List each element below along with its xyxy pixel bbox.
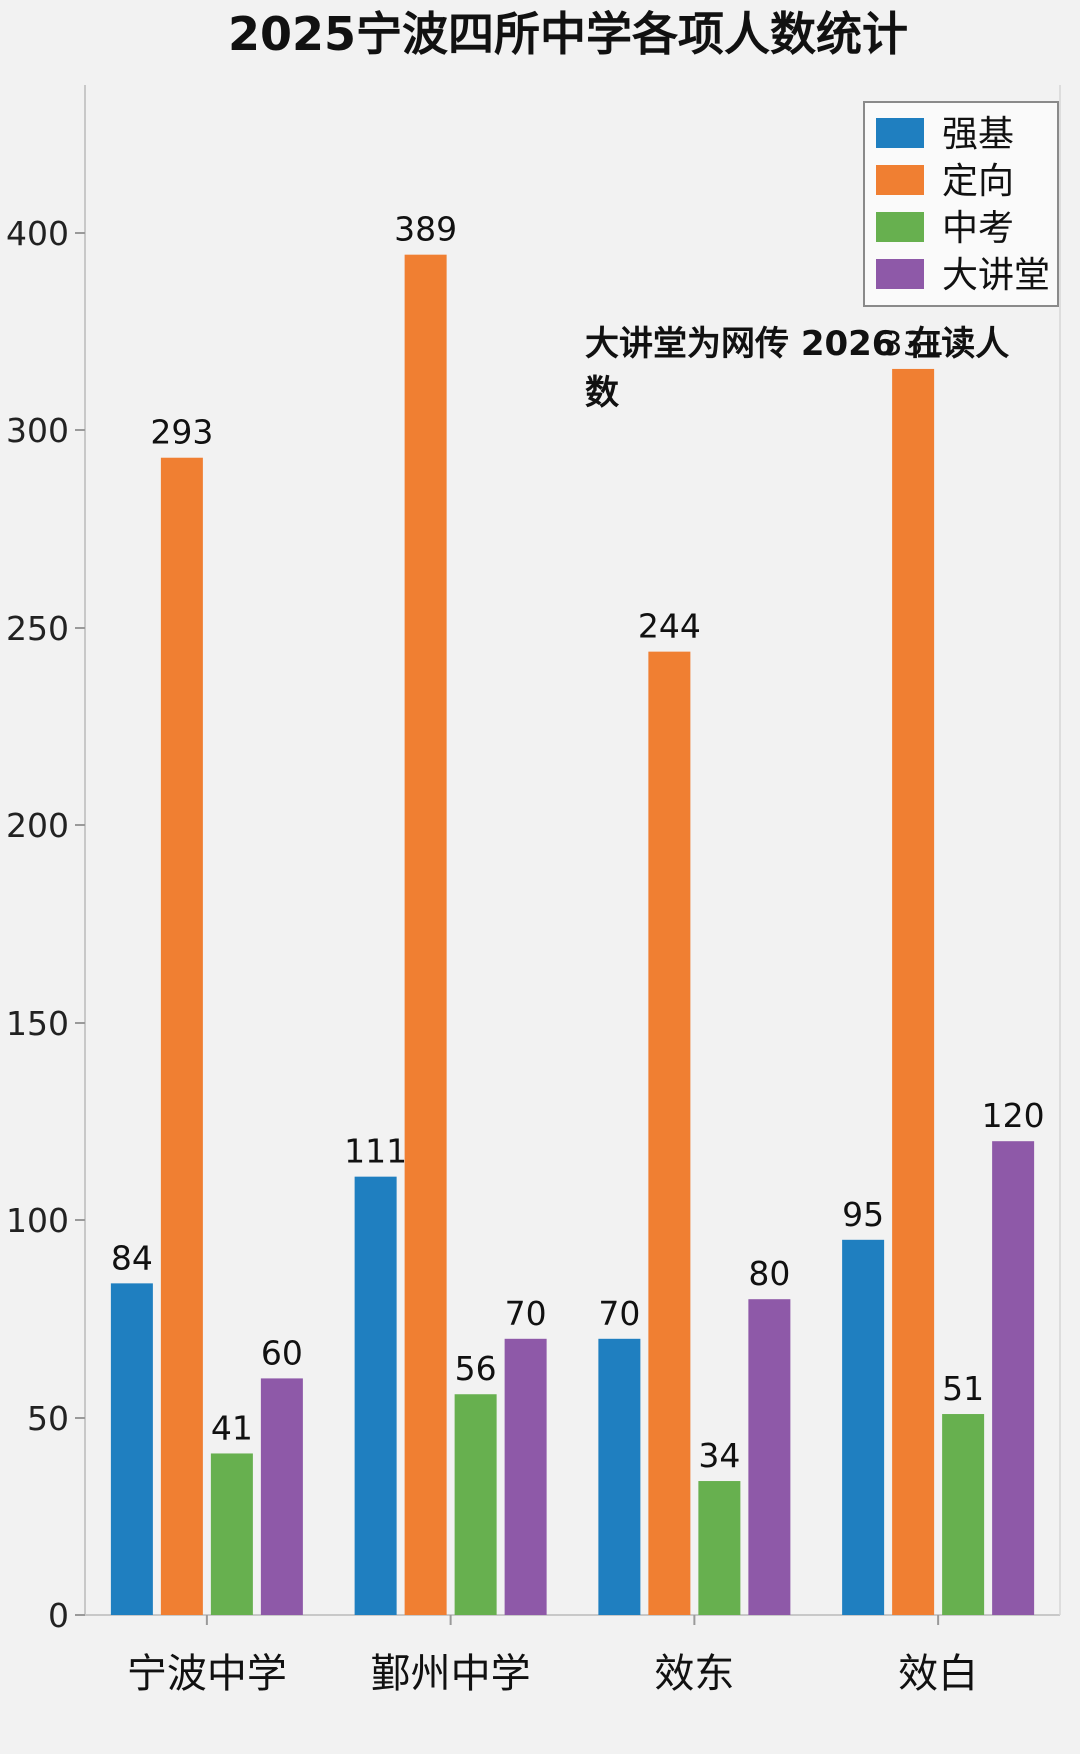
y-tick-label: 150 [6, 1004, 69, 1043]
data-label: 41 [211, 1408, 253, 1447]
bar [260, 1378, 303, 1615]
bar [454, 1394, 497, 1615]
legend-label: 大讲堂 [942, 255, 1050, 296]
bar [210, 1453, 253, 1615]
data-label: 70 [598, 1294, 640, 1333]
bar [598, 1338, 641, 1615]
data-label: 70 [505, 1294, 547, 1333]
bar [698, 1481, 741, 1615]
bar [404, 254, 447, 1615]
data-label: 60 [261, 1333, 303, 1372]
legend-swatch [876, 259, 924, 289]
bars-layer [110, 254, 1035, 1616]
legend-label: 中考 [942, 208, 1014, 249]
bar [110, 1283, 153, 1615]
bar [992, 1141, 1035, 1615]
y-tick-label: 250 [6, 609, 69, 648]
legend-label: 定向 [942, 161, 1014, 202]
data-label: 120 [982, 1096, 1045, 1135]
y-tick-label: 0 [48, 1596, 69, 1635]
y-tick-label: 50 [27, 1399, 69, 1438]
data-label: 331 [882, 324, 945, 363]
y-tick-label: 300 [6, 411, 69, 450]
axis-layer: 0 50 100 150 200 250 300 400 宁波中学 鄞州中学 效东 效白 [6, 85, 1061, 1697]
data-label: 84 [111, 1238, 153, 1277]
annotation-line: 大讲堂为网传 2026 在读人 [585, 324, 1009, 364]
chart-title: 2025宁波四所中学各项人数统计 [228, 7, 908, 61]
data-label: 51 [942, 1369, 984, 1408]
bar [354, 1176, 397, 1615]
bar [892, 368, 935, 1616]
legend-swatch [876, 165, 924, 195]
data-label: 244 [638, 607, 701, 646]
data-label: 34 [698, 1436, 740, 1475]
bar [842, 1239, 885, 1615]
data-label: 56 [455, 1349, 497, 1388]
legend-label: 强基 [942, 114, 1014, 155]
legend-swatch [876, 212, 924, 242]
y-tick-label: 400 [6, 214, 69, 253]
data-label: 389 [394, 210, 457, 249]
data-label: 95 [842, 1195, 884, 1234]
x-category-label: 效东 [654, 1651, 734, 1697]
x-category-label: 宁波中学 [127, 1651, 287, 1697]
y-tick-label: 100 [6, 1201, 69, 1240]
bar [160, 457, 203, 1616]
data-label: 111 [344, 1132, 407, 1171]
bar [504, 1338, 547, 1615]
annotation-line: 数 [585, 373, 619, 413]
data-label: 80 [748, 1254, 790, 1293]
y-tick-label: 200 [6, 806, 69, 845]
bar [942, 1414, 985, 1615]
legend-swatch [876, 118, 924, 148]
data-label: 293 [150, 413, 213, 452]
x-category-label: 鄞州中学 [371, 1651, 531, 1697]
bar [748, 1299, 791, 1615]
bar [648, 651, 691, 1615]
x-category-label: 效白 [898, 1651, 978, 1697]
